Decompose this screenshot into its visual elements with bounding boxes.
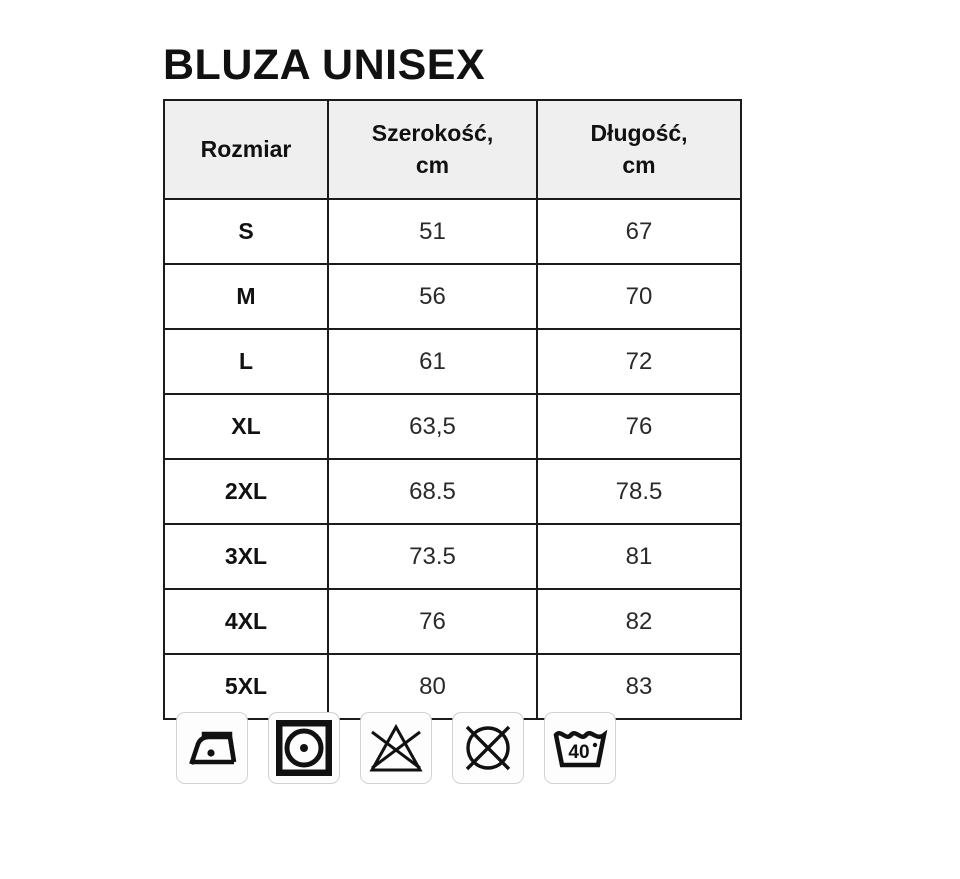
- cell-length: 83: [536, 653, 742, 720]
- cell-width: 73.5: [327, 523, 538, 590]
- cell-size: L: [163, 328, 329, 395]
- table-row: 5XL 80 83: [163, 653, 742, 720]
- cell-size: S: [163, 198, 329, 265]
- cell-size: 3XL: [163, 523, 329, 590]
- table-row: M 56 70: [163, 263, 742, 330]
- cell-length: 82: [536, 588, 742, 655]
- table-row: 3XL 73.5 81: [163, 523, 742, 590]
- cell-width: 80: [327, 653, 538, 720]
- cell-length: 70: [536, 263, 742, 330]
- cell-length: 76: [536, 393, 742, 460]
- do-not-dry-clean-icon: [452, 712, 524, 784]
- column-header-width-line2: cm: [415, 151, 450, 178]
- table-header-row: Rozmiar Szerokość, cm Długość, cm: [163, 99, 742, 200]
- column-header-width: Szerokość, cm: [327, 99, 538, 200]
- cell-width: 76: [327, 588, 538, 655]
- cell-length: 78.5: [536, 458, 742, 525]
- cell-width: 56: [327, 263, 538, 330]
- do-not-bleach-icon: [360, 712, 432, 784]
- cell-width: 63,5: [327, 393, 538, 460]
- cell-size: M: [163, 263, 329, 330]
- cell-length: 72: [536, 328, 742, 395]
- column-header-size-line1: Rozmiar: [200, 135, 292, 162]
- column-header-length-line2: cm: [622, 151, 656, 178]
- cell-length: 81: [536, 523, 742, 590]
- care-symbols-row: 40: [176, 712, 616, 784]
- table-row: XL 63,5 76: [163, 393, 742, 460]
- cell-size: 4XL: [163, 588, 329, 655]
- tumble-dry-low-icon: [268, 712, 340, 784]
- wash-40-icon: 40: [544, 712, 616, 784]
- table-row: 4XL 76 82: [163, 588, 742, 655]
- cell-size: XL: [163, 393, 329, 460]
- cell-size: 2XL: [163, 458, 329, 525]
- cell-width: 68.5: [327, 458, 538, 525]
- column-header-length: Długość, cm: [536, 99, 742, 200]
- table-header: Rozmiar Szerokość, cm Długość, cm: [163, 99, 742, 200]
- size-table: Rozmiar Szerokość, cm Długość, cm S 51 6…: [163, 99, 742, 720]
- wash-temperature-label: 40: [568, 742, 589, 763]
- cell-width: 61: [327, 328, 538, 395]
- table-row: S 51 67: [163, 198, 742, 265]
- column-header-width-line1: Szerokość,: [371, 120, 494, 147]
- table-body: S 51 67 M 56 70 L 61 72 XL 63,5 76 2XL 6: [163, 198, 742, 720]
- column-header-size: Rozmiar: [163, 99, 329, 200]
- cell-size: 5XL: [163, 653, 329, 720]
- cell-length: 67: [536, 198, 742, 265]
- page-title: BLUZA UNISEX: [163, 41, 486, 89]
- table-row: L 61 72: [163, 328, 742, 395]
- cell-width: 51: [327, 198, 538, 265]
- iron-low-heat-icon: [176, 712, 248, 784]
- table-row: 2XL 68.5 78.5: [163, 458, 742, 525]
- column-header-length-line1: Długość,: [590, 120, 688, 147]
